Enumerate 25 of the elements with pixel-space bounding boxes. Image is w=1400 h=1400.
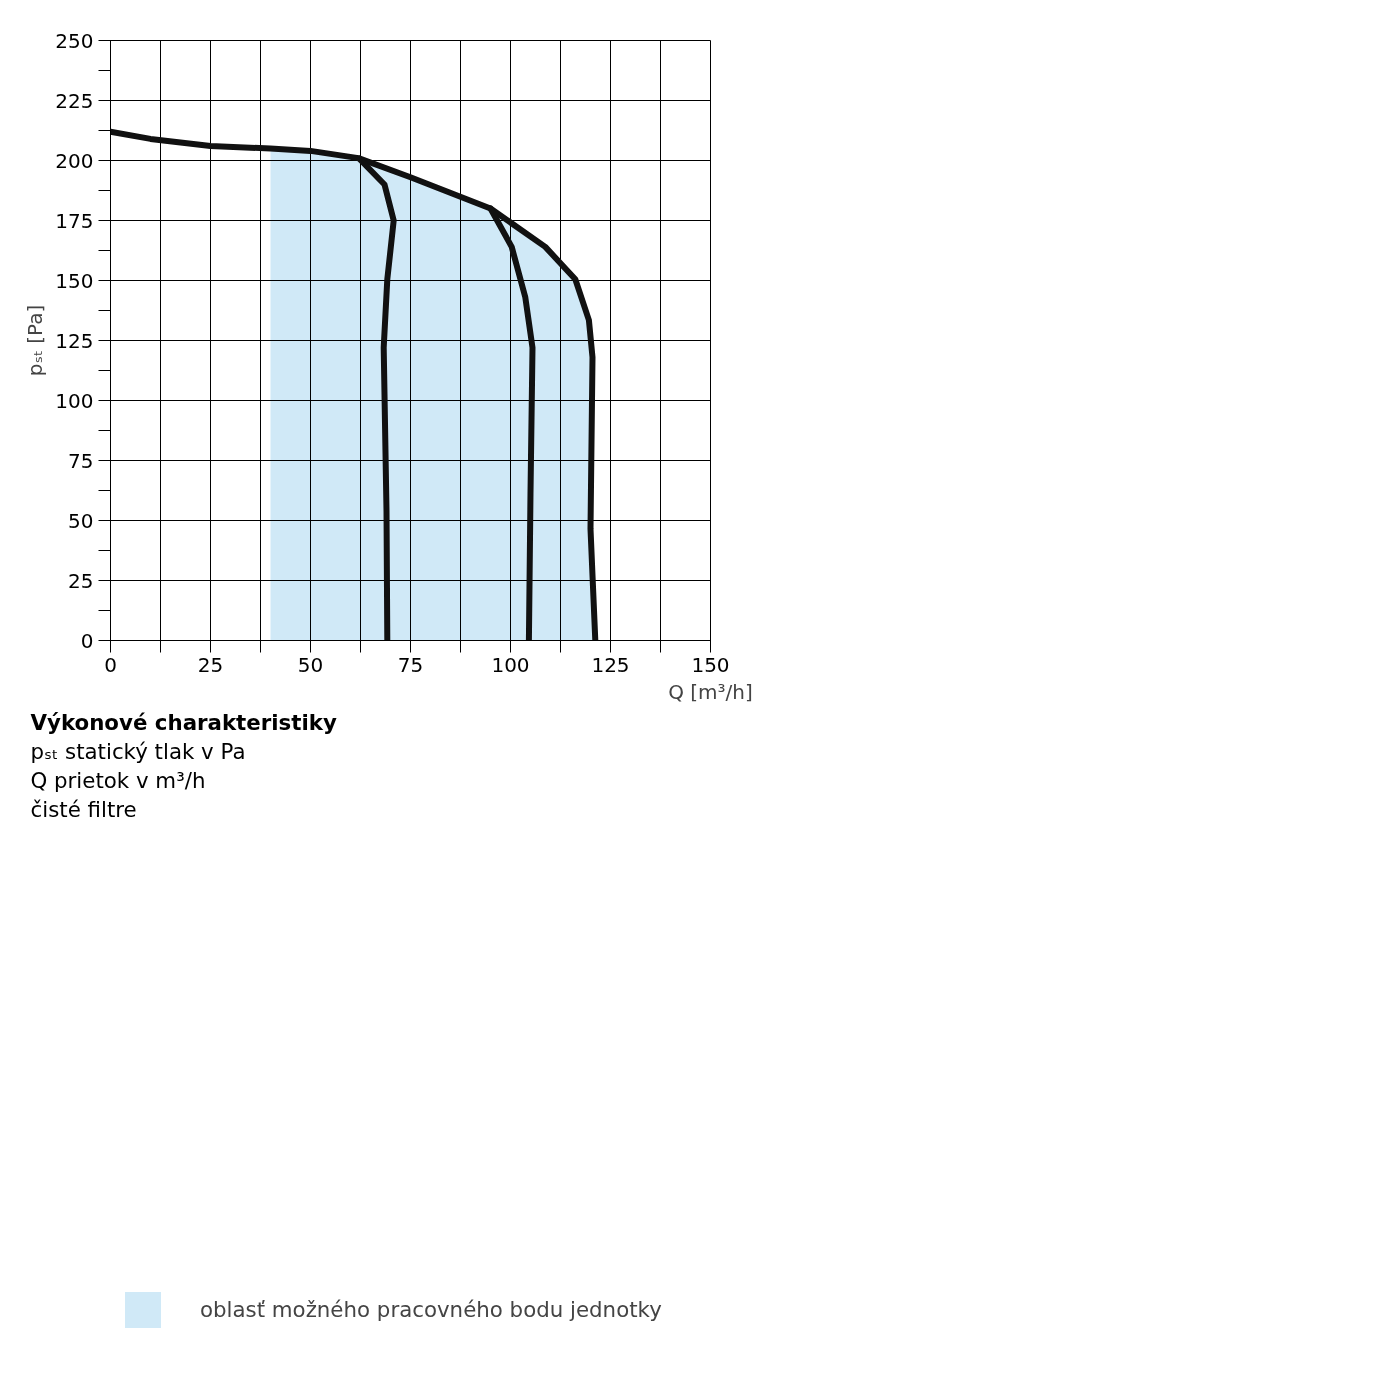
y-tick-label: 175 [55,208,94,233]
y-tick-label: 75 [68,448,94,473]
y-tick-label: 125 [55,328,94,353]
x-axis-title: Q [m³/h] [668,679,753,704]
x-tick-label: 75 [397,652,424,677]
x-tick-label: 0 [104,652,117,677]
y-tick-label: 250 [55,28,94,53]
y-tick-label: 225 [55,88,94,113]
y-tick-label: 50 [68,508,94,533]
x-tick-label: 100 [491,652,530,677]
legend-label: oblasť možného pracovného bodu jednotky [200,1297,662,1322]
x-tick-label: 50 [297,652,324,677]
y-tick-label: 0 [80,628,94,653]
y-tick-label: 200 [55,148,94,173]
text: Q prietok v m³/h [30,767,206,793]
x-tick-label: 25 [197,652,224,677]
y-tick-label: 100 [55,388,94,413]
y-tick-label: 150 [55,268,94,293]
text: čisté filtre [30,796,137,822]
text: Výkonové charakteristiky [30,709,337,735]
y-axis-title: pₛₜ [Pa] [23,304,48,377]
x-tick-label: 125 [591,652,630,677]
y-tick-label: 25 [68,568,94,593]
x-tick-label: 150 [691,652,730,677]
text: pₛₜ statický tlak v Pa [30,738,246,764]
